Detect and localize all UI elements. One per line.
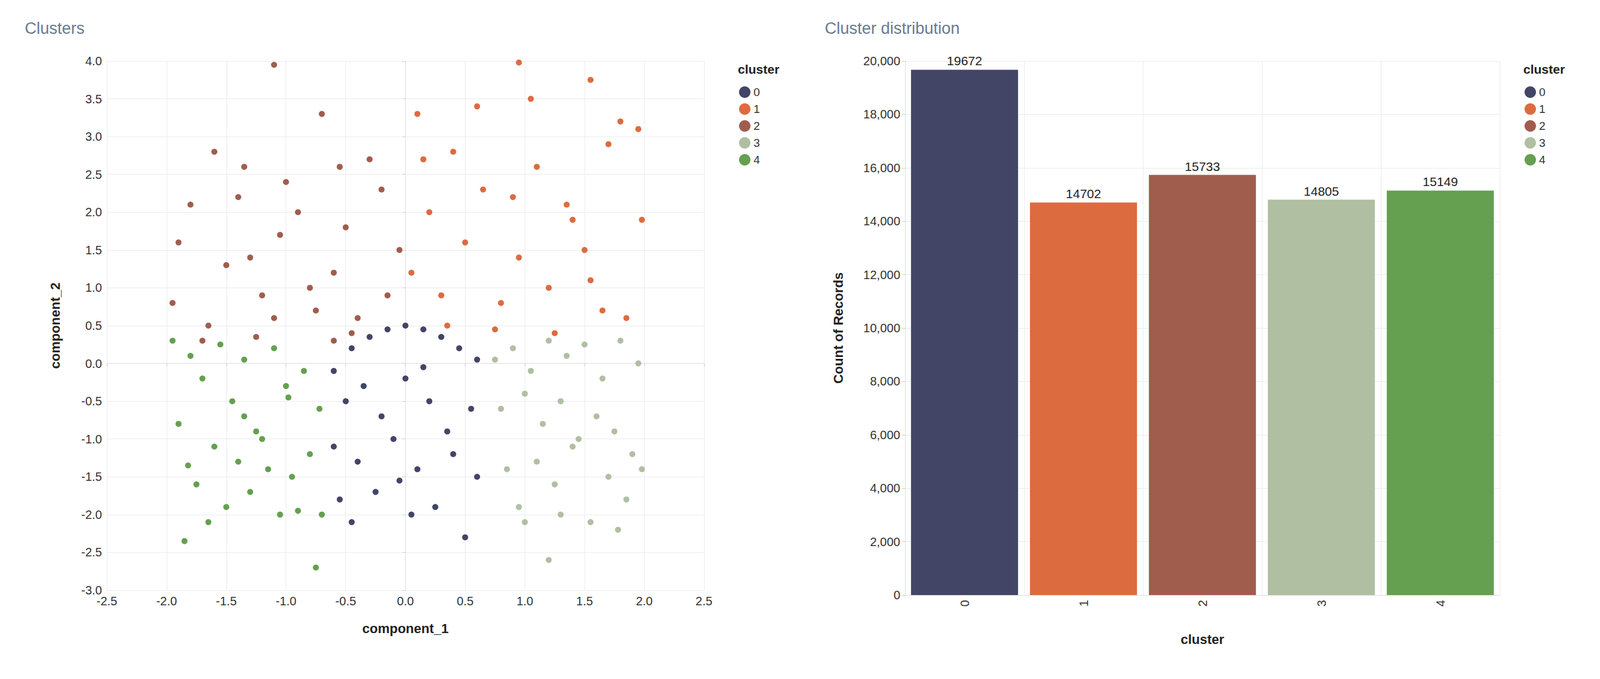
svg-text:1: 1 xyxy=(1539,102,1546,116)
svg-text:6,000: 6,000 xyxy=(870,428,901,442)
svg-text:-0.5: -0.5 xyxy=(335,594,356,608)
svg-text:4,000: 4,000 xyxy=(870,481,901,495)
svg-text:2: 2 xyxy=(753,119,761,133)
svg-text:16,000: 16,000 xyxy=(863,161,901,175)
svg-text:2: 2 xyxy=(1539,119,1546,133)
svg-text:4: 4 xyxy=(1539,153,1546,167)
svg-text:4: 4 xyxy=(753,153,761,167)
svg-text:0.0: 0.0 xyxy=(397,594,415,608)
svg-text:-1.0: -1.0 xyxy=(275,594,296,608)
svg-text:cluster: cluster xyxy=(1180,631,1225,647)
svg-text:Cluster distribution: Cluster distribution xyxy=(824,19,960,38)
svg-text:Count of Records: Count of Records xyxy=(830,272,846,384)
svg-text:-2.0: -2.0 xyxy=(81,507,103,522)
svg-text:-0.5: -0.5 xyxy=(81,394,103,408)
svg-text:12,000: 12,000 xyxy=(863,268,901,282)
svg-text:2.0: 2.0 xyxy=(85,205,103,219)
svg-text:4.0: 4.0 xyxy=(85,54,103,68)
svg-text:2.5: 2.5 xyxy=(85,167,103,182)
svg-text:2: 2 xyxy=(1196,599,1210,607)
svg-text:cluster: cluster xyxy=(1523,62,1565,77)
svg-text:3.0: 3.0 xyxy=(85,129,103,144)
svg-text:14702: 14702 xyxy=(1065,186,1101,201)
svg-text:-1.0: -1.0 xyxy=(81,432,103,446)
svg-text:Clusters: Clusters xyxy=(24,19,85,38)
svg-text:0.0: 0.0 xyxy=(85,356,103,371)
svg-text:component_2: component_2 xyxy=(47,281,63,369)
svg-text:component_1: component_1 xyxy=(362,620,449,636)
svg-text:1.5: 1.5 xyxy=(85,243,103,257)
svg-text:1: 1 xyxy=(1077,599,1091,607)
svg-text:-1.5: -1.5 xyxy=(216,594,237,608)
svg-text:0.5: 0.5 xyxy=(456,594,474,608)
svg-text:-2.5: -2.5 xyxy=(81,545,103,559)
svg-text:2.0: 2.0 xyxy=(635,594,653,608)
svg-text:15149: 15149 xyxy=(1422,174,1458,189)
svg-text:1: 1 xyxy=(753,102,761,116)
svg-text:3: 3 xyxy=(1539,136,1546,150)
svg-text:1.5: 1.5 xyxy=(576,594,593,608)
svg-text:2.5: 2.5 xyxy=(695,594,713,608)
svg-text:10,000: 10,000 xyxy=(863,321,901,335)
svg-text:0: 0 xyxy=(753,85,761,99)
svg-text:20,000: 20,000 xyxy=(863,54,901,68)
svg-text:8,000: 8,000 xyxy=(870,374,901,388)
svg-text:19672: 19672 xyxy=(946,53,982,68)
svg-text:0.5: 0.5 xyxy=(85,318,103,333)
svg-text:1.0: 1.0 xyxy=(85,280,103,295)
svg-text:3.5: 3.5 xyxy=(85,92,103,106)
svg-text:3: 3 xyxy=(753,136,761,150)
svg-text:cluster: cluster xyxy=(737,62,780,77)
svg-text:-1.5: -1.5 xyxy=(81,469,103,484)
svg-text:4: 4 xyxy=(1433,599,1448,607)
svg-text:15733: 15733 xyxy=(1184,159,1220,174)
svg-text:18,000: 18,000 xyxy=(863,107,901,121)
svg-text:2,000: 2,000 xyxy=(870,534,901,549)
svg-text:0: 0 xyxy=(958,599,972,607)
svg-text:-2.5: -2.5 xyxy=(96,594,118,608)
svg-text:-2.0: -2.0 xyxy=(156,594,177,608)
svg-text:14805: 14805 xyxy=(1303,184,1339,199)
svg-text:14,000: 14,000 xyxy=(863,214,901,228)
svg-text:-3.0: -3.0 xyxy=(81,583,103,597)
svg-text:1.0: 1.0 xyxy=(516,594,534,608)
svg-text:3: 3 xyxy=(1315,599,1329,607)
svg-text:0: 0 xyxy=(893,588,901,602)
svg-text:0: 0 xyxy=(1539,85,1546,99)
